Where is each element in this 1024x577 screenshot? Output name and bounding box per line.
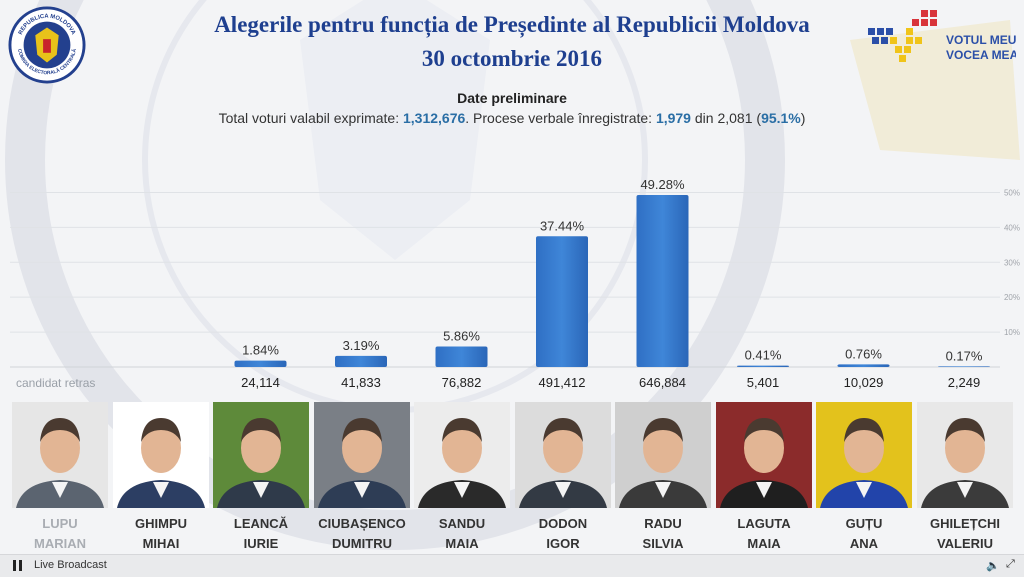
candidate-name-line2: SILVIA — [642, 536, 684, 551]
totals-votes: 1,312,676 — [402, 110, 466, 126]
totals-percent: 95.1% — [761, 110, 801, 126]
vote-count-label: 646,884 — [639, 375, 686, 390]
candidate-name-line2: DUMITRU — [332, 536, 392, 551]
candidate-name-line2: MIHAI — [142, 536, 180, 551]
candidate-photo — [414, 402, 510, 508]
candidate-name-line1: GHILEȚCHI — [929, 516, 1001, 531]
bar — [938, 366, 990, 367]
candidate-name-line1: DODON — [538, 516, 588, 531]
candidate-name: LEANCĂ IURIE — [211, 514, 311, 554]
vote-count-label: 5,401 — [747, 375, 780, 390]
vote-count-label: 41,833 — [341, 375, 381, 390]
results-bar-chart: 10% 20% 30% 40% 50% 1.84% 24,114 3.19% 41,833 5.8… — [10, 177, 1020, 390]
candidate-name-line2: MARIAN — [34, 536, 86, 551]
live-broadcast-label: Live Broadcast — [34, 559, 107, 571]
value-label: 37.44% — [540, 218, 585, 233]
value-label: 0.17% — [946, 348, 983, 363]
candidate-name: GHIMPU MIHAI — [111, 514, 211, 554]
candidate-photo — [515, 402, 611, 508]
value-label: 5.86% — [443, 329, 480, 344]
candidate-name-line2: VALERIU — [936, 536, 994, 551]
totals-of-label: din — [694, 110, 714, 126]
candidate-name-line1: CIUBAȘENCO — [318, 516, 406, 531]
totals-votes-label: Total voturi valabil exprimate: — [218, 110, 400, 126]
candidate-name-line1: LEANCĂ — [233, 516, 289, 531]
candidate-name-line1: LUPU — [42, 516, 78, 531]
value-label: 0.41% — [745, 348, 782, 363]
candidate-photo — [213, 402, 309, 508]
page-date: 30 octombrie 2016 — [421, 46, 603, 71]
retired-candidate-label: candidat retras — [16, 376, 96, 390]
campaign-slogan-line2: VOCEA MEA! — [946, 48, 1016, 62]
bar — [335, 355, 387, 367]
totals-reports: 1,979 — [655, 110, 691, 126]
vote-count-label: 2,249 — [948, 375, 981, 390]
candidate-name-line2: IGOR — [546, 536, 580, 551]
bar — [636, 194, 689, 367]
bar — [435, 346, 488, 367]
subtitle: Date preliminare — [457, 90, 567, 106]
page-title: Alegerile pentru funcția de Președinte a… — [214, 12, 810, 37]
candidate-name: RADU SILVIA — [613, 514, 713, 554]
pause-icon[interactable] — [12, 559, 24, 572]
candidate-name: LUPU MARIAN — [10, 514, 110, 554]
candidate-name-line2: MAIA — [445, 536, 479, 551]
candidate-photo — [314, 402, 410, 508]
candidate-photo — [816, 402, 912, 508]
totals-line: Total voturi valabil exprimate: 1,312,67… — [218, 110, 806, 126]
candidate-name-line2: IURIE — [243, 536, 279, 551]
candidate-photo — [917, 402, 1013, 508]
candidate-name-line1: GUȚU — [845, 516, 883, 531]
value-label: 3.19% — [343, 338, 380, 353]
candidate-name-line2: ANA — [849, 536, 879, 551]
value-label: 0.76% — [845, 346, 882, 361]
vote-count-label: 24,114 — [241, 375, 280, 390]
candidate-photo — [716, 402, 812, 508]
volume-icon[interactable]: 🔈 — [986, 560, 1000, 572]
candidate-name: LAGUTA MAIA — [714, 514, 814, 554]
vote-count-label: 491,412 — [539, 375, 586, 390]
y-tick-label: 20% — [1004, 293, 1020, 302]
player-bar: Live Broadcast 🔈 ⤢ — [0, 554, 1024, 577]
candidate-name: SANDU MAIA — [412, 514, 512, 554]
candidate-name: GHILEȚCHI VALERIU — [915, 514, 1015, 554]
candidate-name: CIUBAȘENCO DUMITRU — [312, 514, 412, 554]
bar — [737, 365, 789, 367]
y-tick-label: 40% — [1004, 223, 1020, 232]
candidate-photo — [113, 402, 209, 508]
campaign-logo: VOTUL MEU, VOCEA MEA! — [868, 10, 1016, 62]
candidate-name: DODON IGOR — [513, 514, 613, 554]
value-label: 1.84% — [242, 343, 279, 358]
campaign-slogan-line1: VOTUL MEU, — [946, 33, 1016, 47]
y-tick-label: 30% — [1004, 258, 1020, 267]
value-label: 49.28% — [640, 177, 685, 192]
candidate-photo — [12, 402, 108, 508]
candidate-photo — [615, 402, 711, 508]
vote-count-label: 10,029 — [844, 375, 884, 390]
cec-logo: REPUBLICA MOLDOVA COMISIA ELECTORALĂ CEN… — [8, 6, 86, 84]
vote-count-label: 76,882 — [442, 375, 482, 390]
fullscreen-icon[interactable]: ⤢ — [1006, 558, 1015, 570]
bar — [536, 236, 588, 367]
candidate-name-line1: GHIMPU — [135, 516, 187, 531]
totals-reports-label: . Procese verbale înregistrate: — [465, 110, 653, 126]
candidate-name-line1: RADU — [644, 516, 682, 531]
totals-reports-total: 2,081 — [717, 110, 753, 126]
candidate-name-line2: MAIA — [747, 536, 781, 551]
candidate-name: GUȚU ANA — [814, 514, 914, 554]
candidate-name-line1: SANDU — [438, 516, 486, 531]
y-tick-label: 10% — [1004, 328, 1020, 337]
bar — [234, 360, 287, 367]
y-tick-label: 50% — [1004, 188, 1020, 197]
candidate-name-line1: LAGUTA — [737, 516, 791, 531]
bar — [837, 364, 890, 367]
